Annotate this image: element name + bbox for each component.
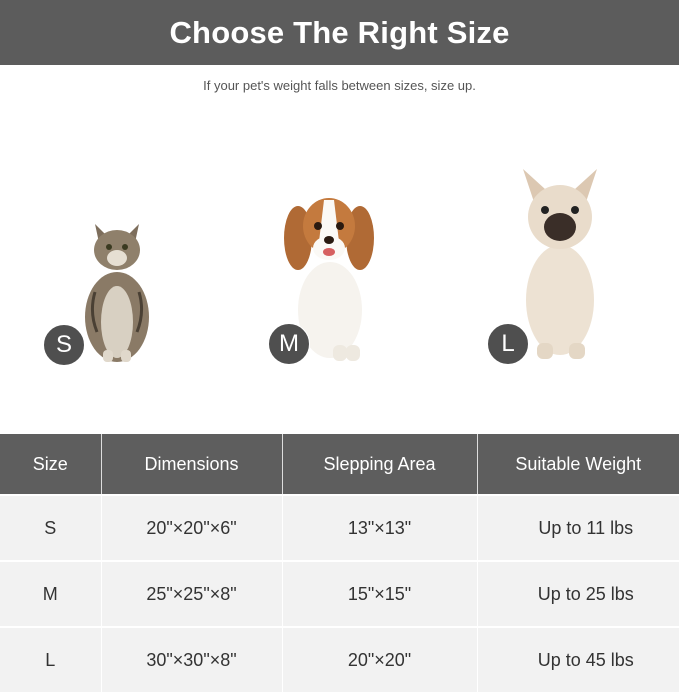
- cell-sleeping-area: 13"×13": [282, 494, 478, 561]
- cell-dimensions: 25"×25"×8": [101, 560, 283, 627]
- cell-sleeping-area: 20"×20": [282, 626, 478, 692]
- header-suitable-weight: Suitable Weight: [477, 434, 679, 495]
- bulldog-image: [523, 169, 597, 359]
- cat-image: [85, 224, 149, 362]
- cell-weight: Up to 25 lbs: [477, 560, 679, 627]
- cell-weight: Up to 45 lbs: [477, 626, 679, 692]
- cell-sleeping-area: 15"×15": [282, 560, 478, 627]
- page-title: Choose The Right Size: [169, 14, 510, 50]
- cell-size: L: [0, 626, 102, 692]
- table-header-row: Size Dimensions Slepping Area Suitable W…: [0, 434, 679, 495]
- size-badge-s: S: [43, 324, 85, 366]
- header-dimensions: Dimensions: [101, 434, 283, 495]
- cell-dimensions: 30"×30"×8": [101, 626, 283, 692]
- table-row: L 30"×30"×8" 20"×20" Up to 45 lbs: [0, 626, 679, 692]
- cell-dimensions: 20"×20"×6": [101, 494, 283, 561]
- header-size: Size: [0, 434, 102, 495]
- cell-size: M: [0, 560, 102, 627]
- header-sleeping-area: Slepping Area: [282, 434, 478, 495]
- size-badge-m: M: [268, 323, 310, 365]
- size-table: Size Dimensions Slepping Area Suitable W…: [0, 434, 679, 692]
- spaniel-image: [284, 198, 374, 361]
- title-banner: Choose The Right Size: [0, 0, 679, 65]
- size-badge-l: L: [487, 323, 529, 365]
- cell-size: S: [0, 494, 102, 561]
- table-row: S 20"×20"×6" 13"×13" Up to 11 lbs: [0, 494, 679, 561]
- cell-weight: Up to 11 lbs: [477, 494, 679, 561]
- size-tip: If your pet's weight falls between sizes…: [203, 78, 476, 93]
- table-row: M 25"×25"×8" 15"×15" Up to 25 lbs: [0, 560, 679, 627]
